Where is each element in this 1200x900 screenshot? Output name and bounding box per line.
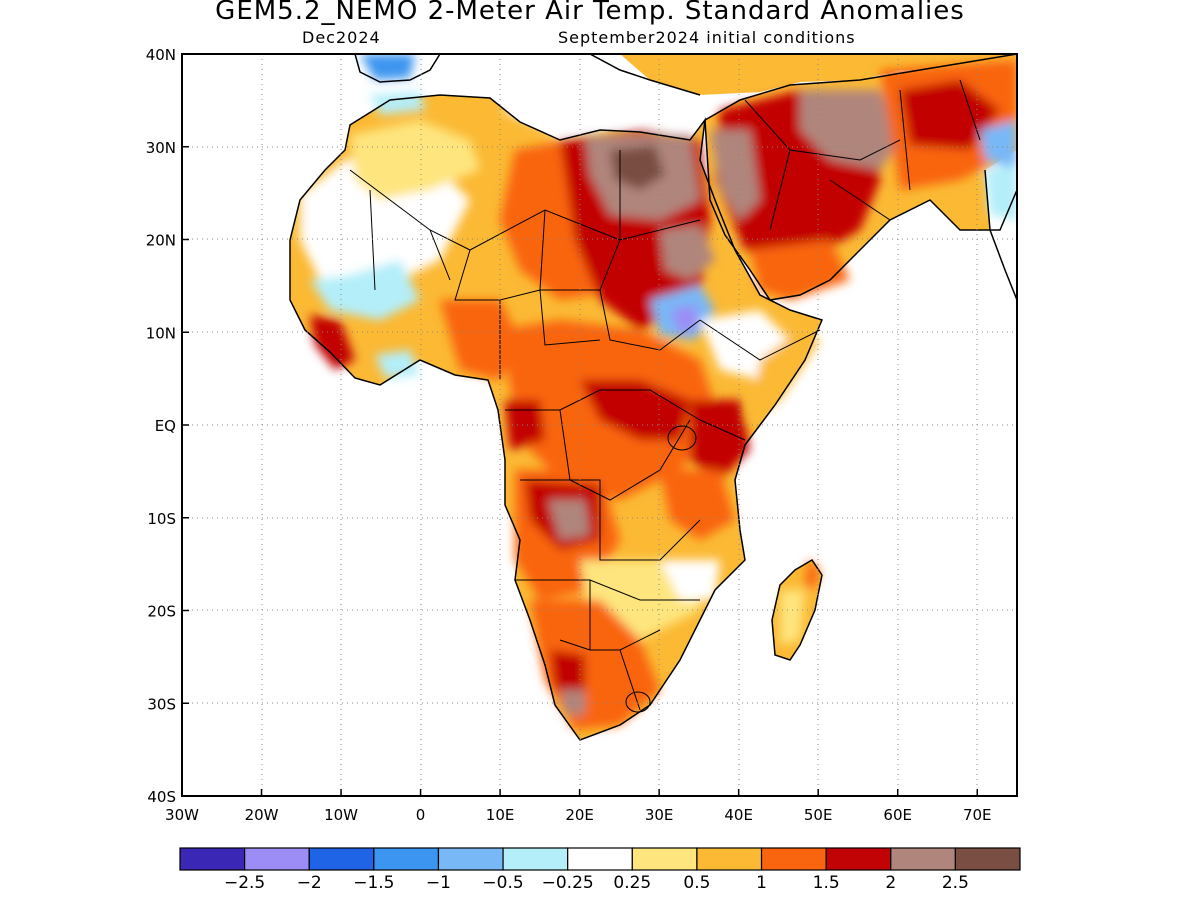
ghana-cool-region [375,350,420,378]
colorbar-swatch [954,847,1021,871]
colorbar-label: 0.25 [613,873,651,893]
namibia-very-hot-region [550,650,585,690]
colorbar-label: −2 [297,873,322,893]
map-title: GEM5.2_NEMO 2-Meter Air Temp. Standard A… [215,0,965,26]
sahara-light-warm-region [350,120,480,200]
x-tick-label: 30E [645,806,674,824]
sudan-cold-core [670,305,700,335]
arabia-extreme-region [800,90,900,170]
lesotho-border [625,691,651,713]
colorbar-label: 1.5 [813,873,840,893]
y-tick-label: 40N [146,46,176,64]
colorbar-swatch [437,847,504,871]
gridlines [182,54,1017,796]
colorbar-swatch [890,847,956,871]
colorbar-label: −1.5 [353,873,394,893]
colorbar-swatch [308,847,375,871]
x-tick-label: 60E [883,806,912,824]
india-cool-region [985,165,1017,220]
sahel-west-cool-region [310,260,420,320]
madagascar-light-region [780,590,805,645]
yemen-hot-region [750,240,850,300]
colorbar-label: −0.5 [482,873,523,893]
x-tick-label: 20W [245,806,279,824]
init-conditions: September2024 initial conditions [558,28,856,47]
arabia-coastline [704,54,1017,301]
colorbar-label: 2.5 [942,873,969,893]
border-lines [349,79,981,711]
x-tick-label: 0 [416,806,426,824]
colorbar-label: −2.5 [224,873,265,893]
guinea-hot-region [310,315,355,370]
y-tick-label: 40S [147,788,176,806]
tanzania-hot-region [660,470,735,540]
country-borders [349,79,981,713]
colorbar-swatch [179,847,246,871]
colorbar-label: 0.5 [683,873,710,893]
colorbar-swatch [373,847,440,871]
colorbar-label: 2 [885,873,896,893]
x-tick-label: 40E [724,806,753,824]
y-tick-label: 10S [147,510,176,528]
congo-hot-region [505,400,545,450]
y-tick-label: EQ [155,417,176,435]
colorbar-swatch [696,847,763,871]
east-africa-very-hot-region [690,400,750,480]
colorbar-swatch [825,847,892,871]
colorbar-swatch [502,847,569,871]
north-africa-neutral-region [500,95,640,135]
y-tick-label: 20S [147,603,176,621]
somalia-warm-region [750,330,820,420]
iberia-cool-region [360,54,415,80]
x-tick-label: 10W [324,806,358,824]
x-tick-label: 10E [486,806,515,824]
colorbar-label: −0.25 [542,873,594,893]
x-tick-label: 20E [565,806,594,824]
y-tick-label: 10N [146,324,176,342]
colorbar-label: 1 [756,873,767,893]
colorbar: −2.5 −2 −1.5 −1 −0.5 −0.25 0.25 0.5 1 1.5 2 2.5 [179,847,1021,893]
mozambique-neutral-region [660,560,720,600]
colorbar-label: −1 [426,873,451,893]
map-area [182,54,1017,796]
madagascar-coastline [771,558,823,661]
coastlines [289,54,1017,741]
y-tick-label: 20N [146,232,176,250]
colorbar-swatch [567,847,633,871]
pakistan-cool-region [980,120,1017,170]
x-tick-label: 70E [963,806,992,824]
arabia-west-extreme-region [710,130,760,220]
europe-coastline [354,54,701,96]
sudan-extreme-region [660,225,715,280]
lake-victoria [667,425,697,451]
target-month: Dec2024 [302,28,381,47]
colorbar-swatch [631,847,698,871]
y-tick-label: 30N [146,139,176,157]
colorbar-swatch [244,847,310,871]
colorbar-swatch [760,847,827,871]
egypt-core-extreme-region [610,145,665,190]
africa-coastline [289,94,824,741]
x-tick-label: 50E [804,806,833,824]
x-tick-label: 30W [165,806,199,824]
iran-very-hot-region [900,80,1000,150]
india-coastline [984,169,1017,301]
y-tick-label: 30S [147,695,176,713]
